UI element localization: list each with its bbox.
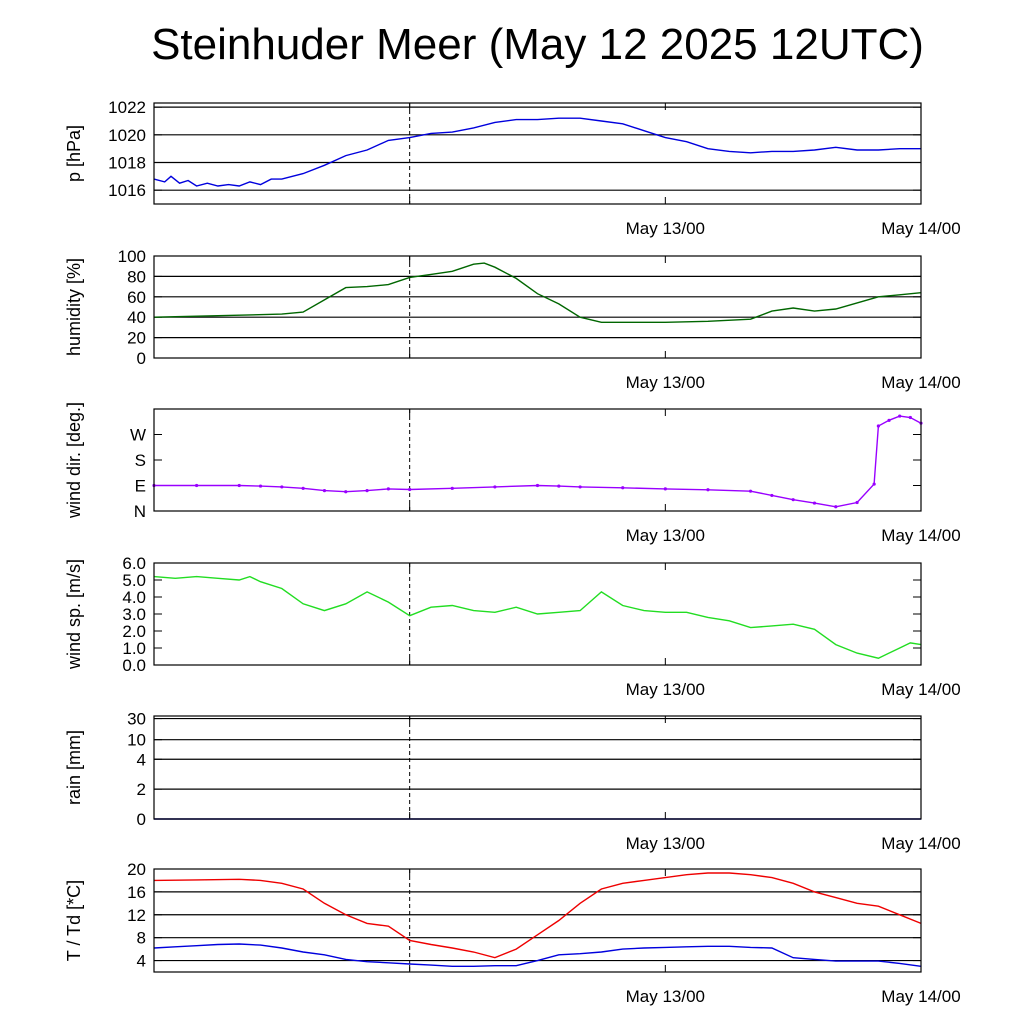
series-line — [153, 262, 922, 323]
y-tick-label: 0 — [137, 810, 146, 829]
y-tick-label: 6.0 — [122, 554, 146, 573]
y-axis-label: T / Td [*C] — [64, 880, 84, 961]
x-tick-label: May 13/00 — [626, 680, 705, 699]
y-tick-label: 100 — [118, 247, 146, 266]
y-tick-label: 20 — [127, 329, 146, 348]
y-tick-label: 1.0 — [122, 639, 146, 658]
y-axis-label: wind sp. [m/s] — [64, 559, 84, 670]
y-tick-label: 16 — [127, 883, 146, 902]
y-tick-label: 1016 — [108, 181, 146, 200]
x-tick-label: May 14/00 — [881, 987, 960, 1006]
y-tick-label: 2 — [137, 780, 146, 799]
y-tick-label: 8 — [137, 929, 146, 948]
y-axis-label: wind dir. [deg.] — [64, 402, 84, 519]
y-tick-label: 30 — [127, 710, 146, 729]
x-tick-label: May 14/00 — [881, 680, 960, 699]
x-tick-label: May 14/00 — [881, 373, 960, 392]
y-tick-label: 4 — [137, 750, 146, 769]
y-tick-label: 80 — [127, 267, 146, 286]
y-tick-label: 0.0 — [122, 656, 146, 675]
plot-frame — [153, 868, 922, 973]
chart-title: Steinhuder Meer (May 12 2025 12UTC) — [151, 20, 924, 69]
y-tick-label: N — [134, 502, 146, 521]
y-tick-label: 60 — [127, 288, 146, 307]
y-tick-label: W — [130, 426, 146, 445]
y-tick-label: 12 — [127, 906, 146, 925]
series-line — [153, 117, 921, 187]
x-tick-label: May 13/00 — [626, 987, 705, 1006]
y-tick-label: 4.0 — [122, 588, 146, 607]
y-tick-label: 1022 — [108, 98, 146, 117]
y-tick-label: 1018 — [108, 153, 146, 172]
plot-frame — [153, 715, 922, 820]
x-tick-label: May 13/00 — [626, 219, 705, 238]
y-axis-label: humidity [%] — [64, 258, 84, 356]
x-tick-label: May 13/00 — [626, 526, 705, 545]
y-tick-label: 10 — [127, 731, 146, 750]
y-tick-label: 3.0 — [122, 605, 146, 624]
plot-frame — [153, 408, 922, 512]
y-tick-label: S — [135, 451, 146, 470]
x-tick-label: May 13/00 — [626, 834, 705, 853]
y-tick-label: 2.0 — [122, 622, 146, 641]
x-tick-label: May 14/00 — [881, 526, 960, 545]
y-tick-label: 1020 — [108, 126, 146, 145]
series-line — [153, 943, 922, 967]
y-tick-label: 20 — [127, 860, 146, 879]
plot-frame — [153, 562, 922, 666]
y-tick-label: 5.0 — [122, 571, 146, 590]
x-tick-label: May 14/00 — [881, 834, 960, 853]
y-tick-label: 4 — [137, 952, 146, 971]
y-tick-label: 0 — [137, 349, 146, 368]
x-tick-label: May 14/00 — [881, 219, 960, 238]
y-tick-label: 40 — [127, 308, 146, 327]
plot-frame — [153, 255, 922, 359]
series-line — [154, 415, 922, 508]
plot-frame — [153, 102, 922, 205]
y-axis-label: rain [mm] — [64, 730, 84, 805]
y-axis-label: p [hPa] — [64, 125, 84, 182]
x-tick-label: May 13/00 — [626, 373, 705, 392]
y-tick-label: E — [135, 477, 146, 496]
series-line — [153, 575, 922, 659]
series-line — [153, 872, 922, 959]
